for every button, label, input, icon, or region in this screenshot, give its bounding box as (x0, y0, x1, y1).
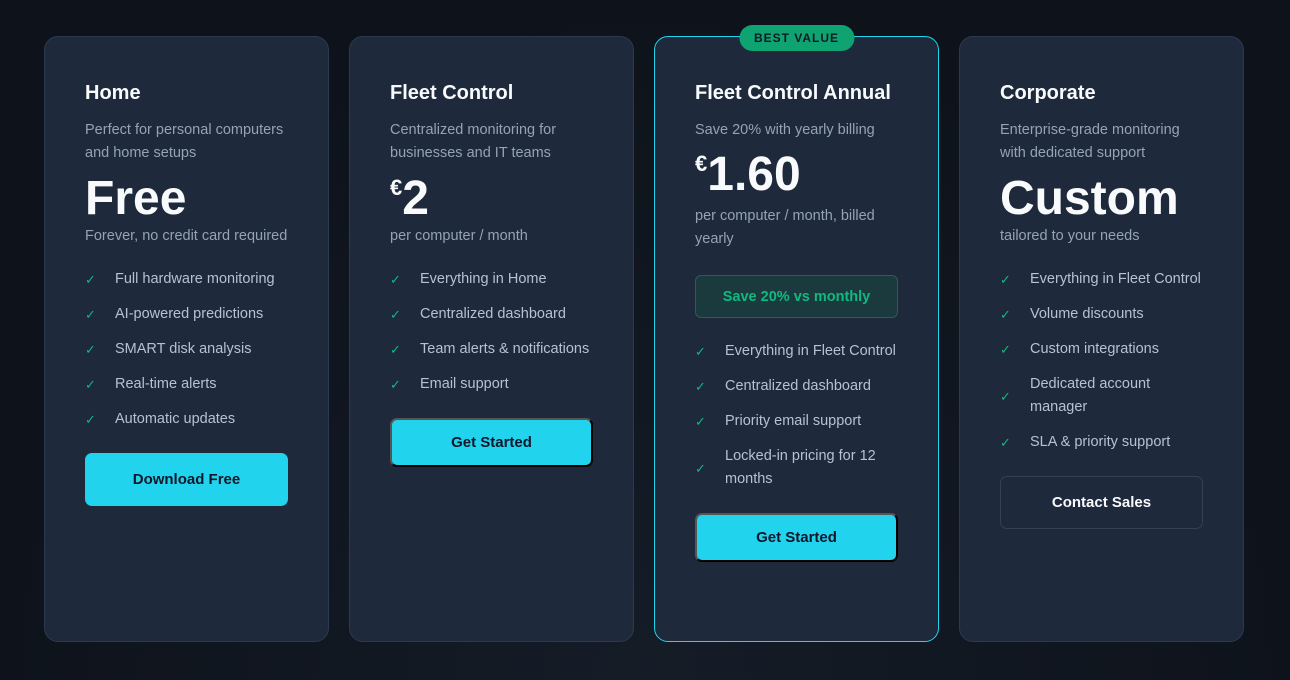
price-value: 1.60 (707, 148, 801, 201)
feature-label: Priority email support (725, 413, 862, 429)
feature-item: ✓ Full hardware monitoring (85, 268, 288, 291)
check-icon: ✓ (1000, 307, 1011, 322)
feature-item: ✓ Locked-in pricing for 12 months (695, 445, 898, 491)
price-note: per computer / month, billed yearly (695, 208, 875, 247)
check-icon: ✓ (390, 342, 401, 357)
price-note: per computer / month (390, 228, 528, 244)
plan-card-home: Home Perfect for personal computers and h… (44, 36, 329, 642)
check-icon: ✓ (695, 414, 706, 429)
feature-item: ✓ Priority email support (695, 410, 898, 433)
price-note: tailored to your needs (1000, 228, 1140, 244)
feature-label: Everything in Fleet Control (1030, 271, 1201, 287)
feature-label: Team alerts & notifications (420, 341, 590, 357)
feature-item: ✓ AI-powered predictions (85, 303, 288, 326)
feature-list: ✓ Full hardware monitoring ✓ AI-powered pre… (85, 268, 288, 431)
feature-item: ✓ Custom integrations (1000, 338, 1203, 361)
feature-label: Everything in Fleet Control (725, 343, 896, 359)
feature-label: AI-powered predictions (115, 306, 264, 322)
plan-name: Corporate (1000, 82, 1096, 104)
feature-item: ✓ Dedicated account manager (1000, 373, 1203, 419)
plan-description: Save 20% with yearly billing (695, 122, 875, 138)
feature-item: ✓ Email support (390, 373, 593, 396)
check-icon: ✓ (390, 307, 401, 322)
price-value: 2 (402, 172, 429, 225)
feature-item: ✓ Centralized dashboard (695, 375, 898, 398)
get-started-button[interactable]: Get Started (695, 513, 898, 562)
price-note: Forever, no credit card required (85, 228, 288, 244)
currency-symbol: € (390, 175, 403, 200)
feature-label: Locked-in pricing for 12 months (725, 448, 876, 487)
plan-name: Fleet Control Annual (695, 82, 891, 104)
feature-label: SLA & priority support (1030, 434, 1171, 450)
check-icon: ✓ (85, 412, 96, 427)
plan-card-fleet-control-annual: BEST VALUE Fleet Control Annual Save 20% w… (654, 25, 939, 642)
feature-item: ✓ Everything in Fleet Control (1000, 268, 1203, 291)
feature-label: Real-time alerts (115, 376, 217, 392)
best-value-badge: BEST VALUE (738, 25, 855, 51)
plan-name: Fleet Control (390, 82, 514, 104)
feature-label: Dedicated account manager (1030, 376, 1151, 415)
feature-item: ✓ Real-time alerts (85, 373, 288, 396)
feature-item: ✓ Everything in Fleet Control (695, 340, 898, 363)
plan-description: Perfect for personal computers and home … (85, 122, 284, 161)
feature-item: ✓ Centralized dashboard (390, 303, 593, 326)
check-icon: ✓ (85, 307, 96, 322)
savings-badge: Save 20% vs monthly (695, 275, 898, 318)
get-started-button[interactable]: Get Started (390, 418, 593, 467)
feature-label: Automatic updates (115, 411, 236, 427)
feature-label: Volume discounts (1030, 306, 1144, 322)
price-value: Free (85, 172, 187, 225)
check-icon: ✓ (695, 379, 706, 394)
feature-item: ✓ Team alerts & notifications (390, 338, 593, 361)
feature-label: Custom integrations (1030, 341, 1159, 357)
check-icon: ✓ (1000, 388, 1011, 404)
plan-price: Custom (1000, 173, 1203, 225)
feature-label: Email support (420, 376, 509, 392)
check-icon: ✓ (85, 342, 96, 357)
check-icon: ✓ (1000, 342, 1011, 357)
check-icon: ✓ (695, 460, 706, 476)
plan-description: Centralized monitoring for businesses an… (390, 122, 557, 161)
feature-item: ✓ Everything in Home (390, 268, 593, 291)
contact-sales-button[interactable]: Contact Sales (1000, 476, 1203, 529)
price-value: Custom (1000, 172, 1179, 225)
plan-price: €1.60 (695, 149, 898, 201)
check-icon: ✓ (85, 272, 96, 287)
feature-label: Centralized dashboard (420, 306, 566, 322)
check-icon: ✓ (1000, 272, 1011, 287)
currency-symbol: € (695, 151, 708, 176)
feature-list: ✓ Everything in Fleet Control ✓ Volume disc… (1000, 268, 1203, 454)
feature-item: ✓ SMART disk analysis (85, 338, 288, 361)
feature-item: ✓ SLA & priority support (1000, 431, 1203, 454)
feature-item: ✓ Automatic updates (85, 408, 288, 431)
plan-price: €2 (390, 173, 593, 225)
plan-price: Free (85, 173, 288, 225)
feature-item: ✓ Volume discounts (1000, 303, 1203, 326)
feature-label: Centralized dashboard (725, 378, 871, 394)
plan-name: Home (85, 82, 141, 104)
feature-list: ✓ Everything in Home ✓ Centralized dashboar… (390, 268, 593, 396)
plan-card-fleet-control: Fleet Control Centralized monitoring for … (349, 36, 634, 642)
check-icon: ✓ (390, 377, 401, 392)
check-icon: ✓ (1000, 435, 1011, 450)
plan-card-corporate: Corporate Enterprise-grade monitoring wit… (959, 36, 1244, 642)
feature-list: ✓ Everything in Fleet Control ✓ Centralized… (695, 340, 898, 491)
feature-label: Everything in Home (420, 271, 547, 287)
check-icon: ✓ (695, 344, 706, 359)
feature-label: SMART disk analysis (115, 341, 252, 357)
feature-label: Full hardware monitoring (115, 271, 275, 287)
download-free-button[interactable]: Download Free (85, 453, 288, 506)
check-icon: ✓ (85, 377, 96, 392)
plan-description: Enterprise-grade monitoring with dedicat… (1000, 122, 1180, 161)
check-icon: ✓ (390, 272, 401, 287)
